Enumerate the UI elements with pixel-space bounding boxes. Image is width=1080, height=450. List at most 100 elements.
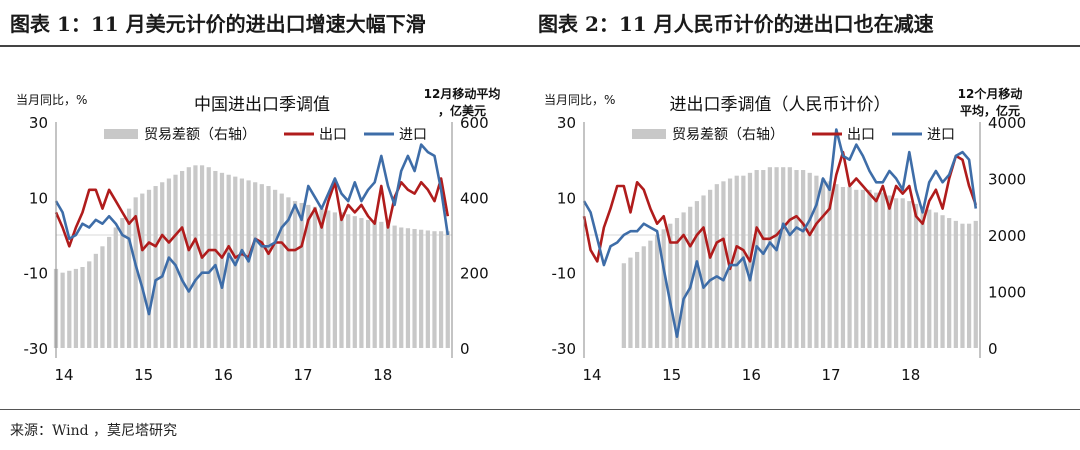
c1-trade-balance-bar <box>299 202 304 348</box>
c1-trade-balance-bar <box>206 167 211 348</box>
c2-trade-balance-bar <box>721 181 726 348</box>
c2-trade-balance-bar <box>807 172 812 348</box>
c1-right-tick-label: 600 <box>460 114 489 132</box>
c2-trade-balance-bar <box>761 170 766 348</box>
c1-trade-balance-bar <box>266 186 271 348</box>
c2-trade-balance-bar <box>688 206 693 348</box>
c1-trade-balance-bar <box>173 174 178 348</box>
c2-trade-balance-bar <box>893 198 899 348</box>
c2-legend-label: 进口 <box>927 127 955 143</box>
c2-trade-balance-bar <box>973 220 978 348</box>
c1-trade-balance-bar <box>226 174 231 348</box>
c2-trade-balance-bar <box>860 189 865 348</box>
c2-trade-balance-bar <box>933 212 939 348</box>
c2-trade-balance-bar <box>820 178 826 348</box>
chart-2: 30 10 -10 -30 4000 3000 2000 1000 0 14 15 16 17 18 当月同… <box>544 86 1026 384</box>
c1-trade-balance-bar <box>306 204 311 348</box>
c1-chart-title: 中国进出口季调值 <box>194 95 330 115</box>
c2-trade-balance-bar <box>953 220 958 348</box>
c2-x-tick-label: 17 <box>821 366 840 384</box>
c1-trade-balance-bar <box>412 228 417 348</box>
c1-trade-balance-bar <box>332 212 337 348</box>
c2-trade-balance-bar <box>847 186 852 348</box>
c2-export-line <box>582 150 978 271</box>
c2-legend-label: 出口 <box>847 127 875 143</box>
c2-trade-balance-bar <box>767 167 773 348</box>
c2-trade-balance-bar <box>900 198 905 348</box>
c1-legend-swatch-bars <box>104 129 138 139</box>
c2-right-tick-label: 0 <box>988 340 998 358</box>
c2-trade-balance-bar <box>920 206 925 348</box>
c2-left-tick-label: -10 <box>552 265 577 283</box>
c2-trade-balance-bar <box>774 167 779 348</box>
c1-trade-balance-bar <box>239 178 245 348</box>
c1-trade-balance-bar <box>279 193 284 348</box>
c1-trade-balance-bar <box>445 231 450 348</box>
top-rule <box>0 45 1080 47</box>
c1-trade-balance-bar <box>113 227 118 348</box>
c1-x-tick-label: 14 <box>54 366 73 384</box>
c1-trade-balance-bar <box>419 229 424 348</box>
chart-1: 30 10 -10 -30 600 400 200 0 14 15 16 17 18 当月同比，% 12月移… <box>16 86 501 384</box>
c2-right-tick-label: 1000 <box>988 284 1026 302</box>
c2-trade-balance-bar <box>794 170 799 348</box>
c1-right-tick-label: 0 <box>460 340 470 358</box>
c1-trade-balance-bar <box>107 236 112 348</box>
c2-trade-balance-bar <box>913 203 919 348</box>
c1-trade-balance-bar <box>193 165 198 348</box>
c1-trade-balance-bar <box>133 197 138 348</box>
c2-trade-balance-bar <box>787 167 792 348</box>
c2-trade-balance-bar <box>668 223 673 348</box>
c2-right-tick-label: 3000 <box>988 171 1026 189</box>
c2-trade-balance-bar <box>648 240 653 348</box>
c1-right-axis-title: 12月移动平均 <box>424 86 501 101</box>
c2-x-tick-label: 16 <box>742 366 761 384</box>
c2-right-tick-label: 2000 <box>988 227 1026 245</box>
c2-trade-balance-bar <box>880 192 885 348</box>
c1-left-tick-label: 10 <box>29 189 48 207</box>
c2-trade-balance-bar <box>694 201 700 348</box>
c2-x-tick-label: 18 <box>901 366 920 384</box>
c2-trade-balance-bar <box>801 170 806 348</box>
c2-trade-balance-bar <box>681 212 686 348</box>
c1-trade-balance-bar <box>126 208 132 348</box>
c2-trade-balance-bar <box>621 263 626 348</box>
c1-trade-balance-bar <box>405 228 411 348</box>
c1-trade-balance-bar <box>352 216 357 348</box>
c2-legend-swatch-bars <box>632 129 666 139</box>
c1-trade-balance-bar <box>346 214 351 348</box>
c1-left-tick-label: -10 <box>24 265 49 283</box>
c1-trade-balance-bar <box>359 218 364 348</box>
c1-x-tick-label: 15 <box>134 366 153 384</box>
c1-trade-balance-bar <box>213 170 218 348</box>
c2-trade-balance-bar <box>940 215 945 348</box>
c1-left-axis-title: 当月同比，% <box>16 93 87 107</box>
c2-trade-balance-bar <box>960 223 965 348</box>
c1-trade-balance-bar <box>399 227 404 348</box>
source-note: 来源：Wind ，莫尼塔研究 <box>10 423 178 439</box>
c1-trade-balance-bar <box>186 167 191 348</box>
c1-trade-balance-bar <box>432 231 437 348</box>
c1-trade-balance-bar <box>379 221 384 348</box>
c1-trade-balance-bar <box>67 270 72 348</box>
c2-chart-title: 进出口季调值（人民币计价） <box>670 95 891 115</box>
c2-trade-balance-bar <box>781 167 786 348</box>
c1-trade-balance-bar <box>286 197 291 348</box>
c1-legend-label: 进口 <box>399 127 427 143</box>
c2-right-axis-title: 平均，亿元 <box>960 103 1020 118</box>
c2-trade-balance-bar <box>927 209 932 348</box>
c2-trade-balance-bar <box>754 170 759 348</box>
c1-trade-balance-bar <box>259 184 264 348</box>
c2-trade-balance-bar <box>887 195 892 348</box>
c1-trade-balance-bar <box>60 272 65 348</box>
c1-trade-balance-bar <box>219 172 225 348</box>
bottom-rule <box>0 409 1080 410</box>
c1-trade-balance-bar <box>246 180 251 348</box>
c1-trade-balance-bar <box>273 189 278 348</box>
c1-left-tick-label: -30 <box>24 340 49 358</box>
c1-x-tick-label: 17 <box>293 366 312 384</box>
c1-x-tick-label: 16 <box>214 366 233 384</box>
c1-trade-balance-bar <box>292 201 298 348</box>
c2-trade-balance-bar <box>635 251 640 348</box>
c2-legend-label: 贸易差额（右轴） <box>672 127 784 143</box>
